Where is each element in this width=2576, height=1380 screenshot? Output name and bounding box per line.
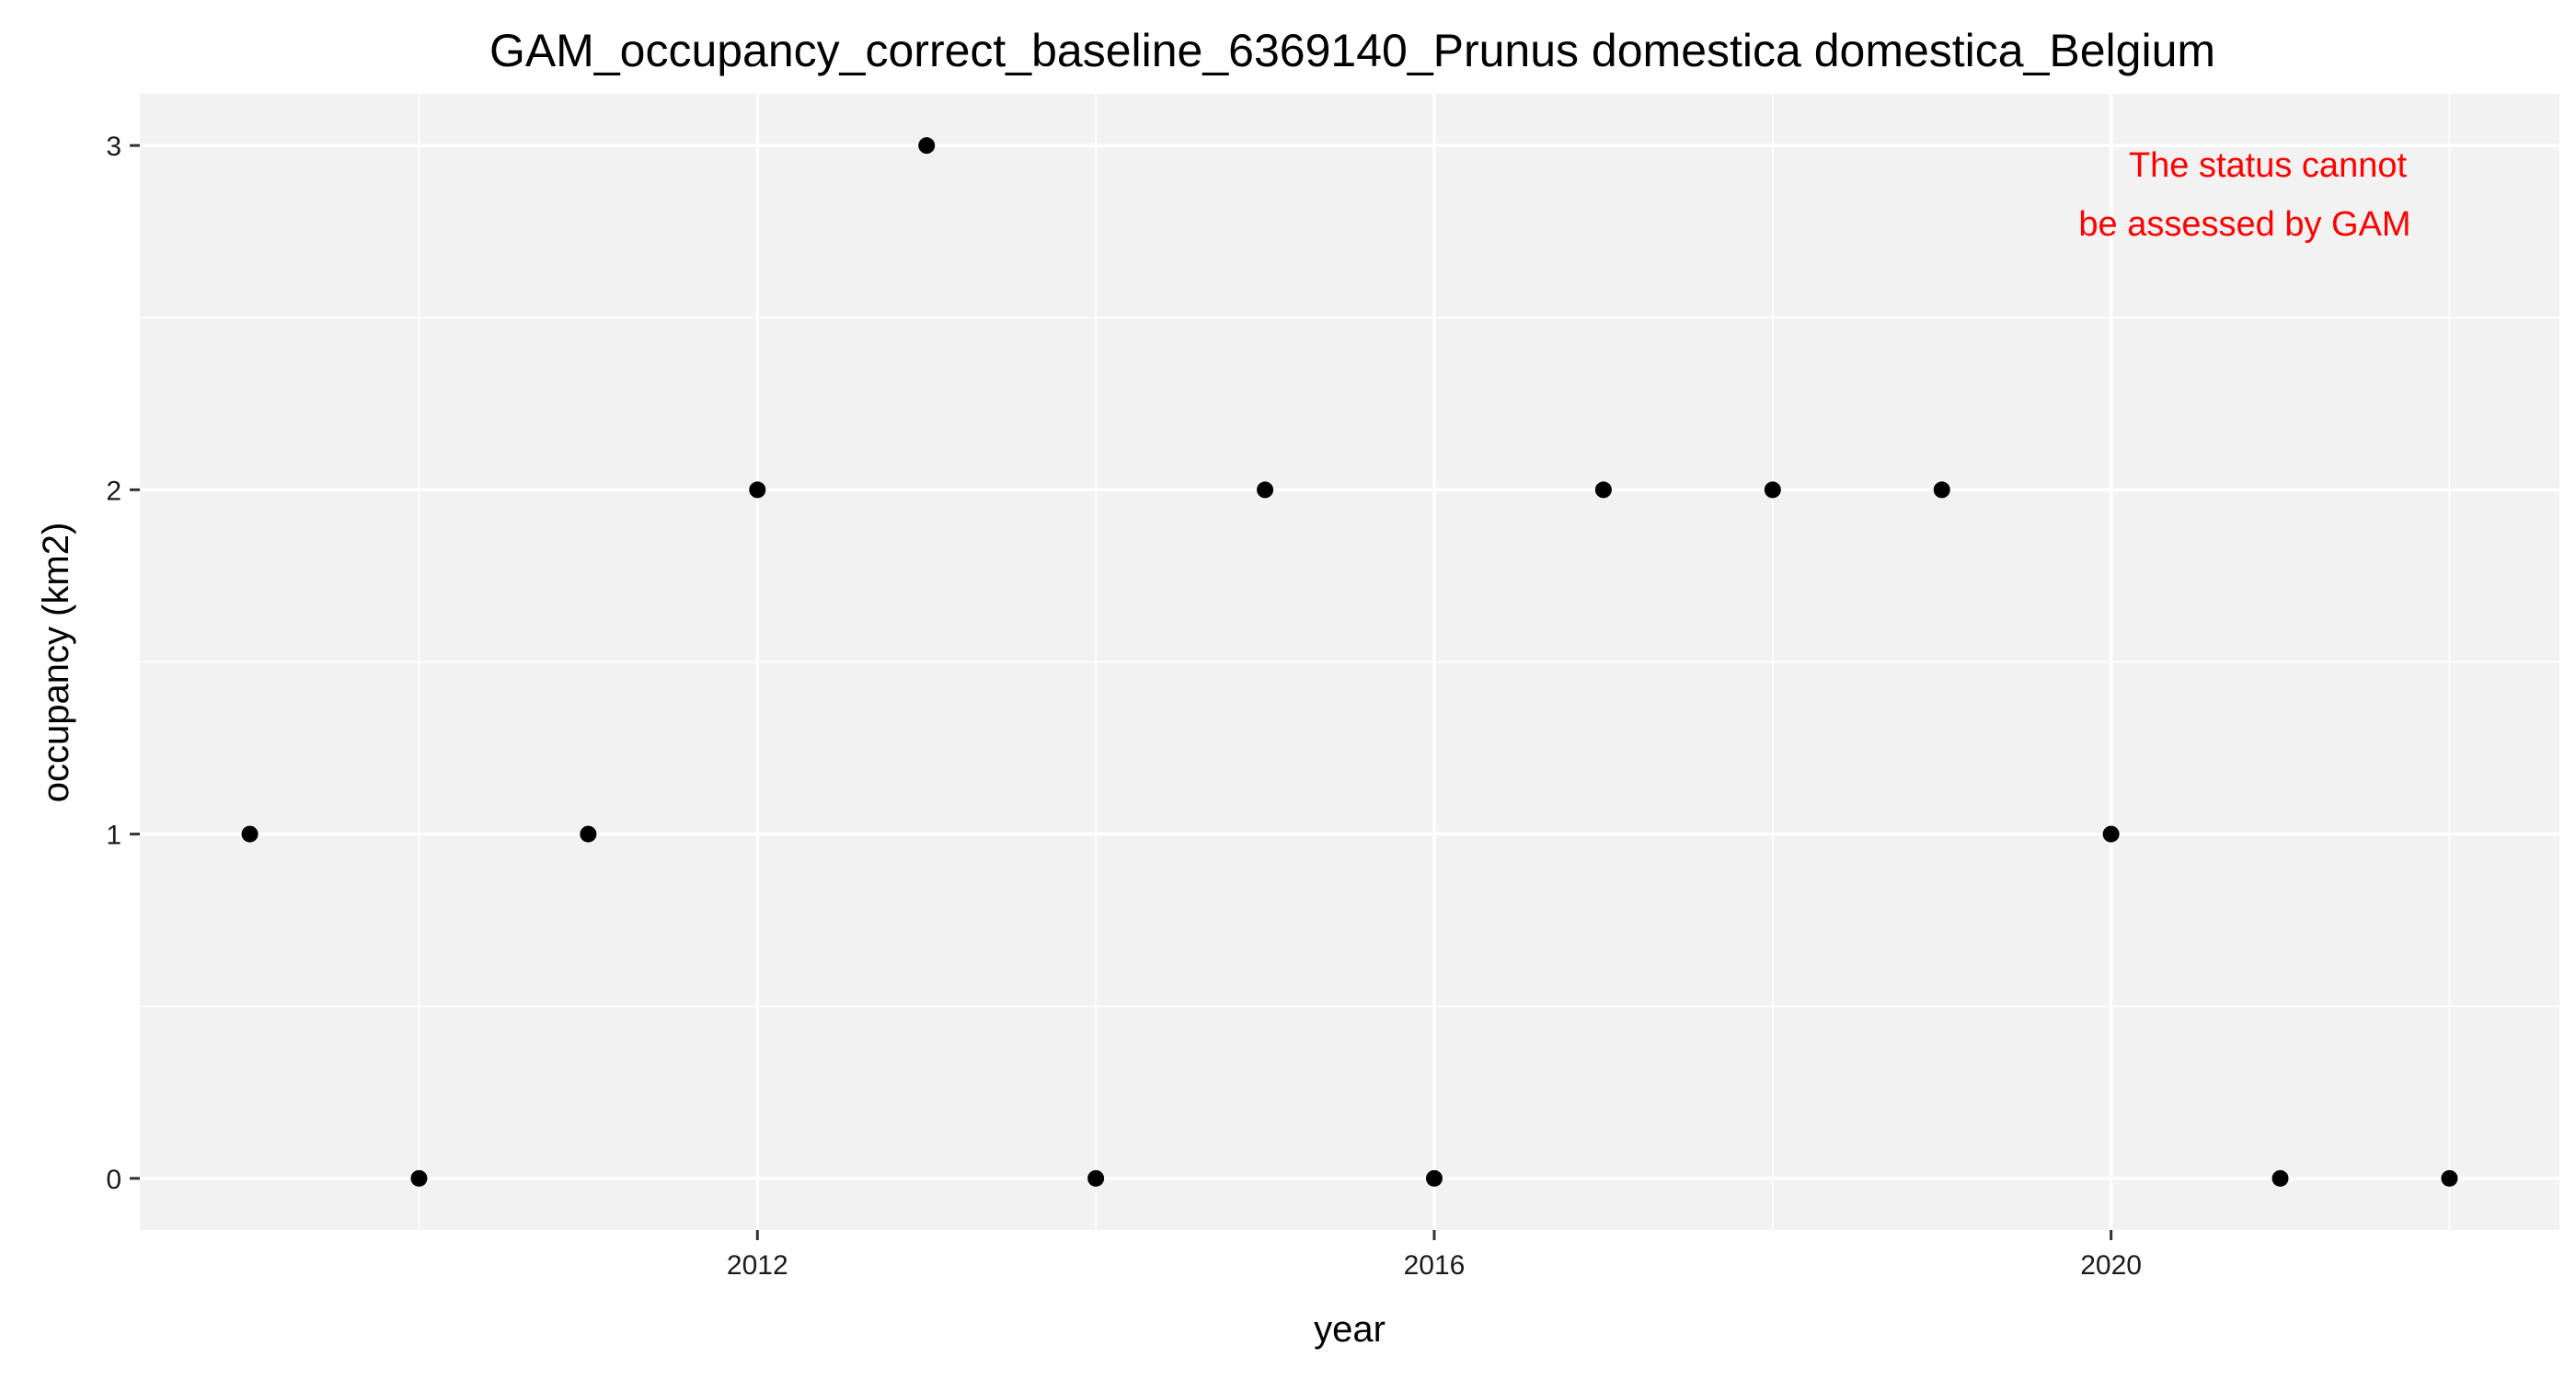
data-point xyxy=(410,1169,428,1187)
data-point xyxy=(918,137,936,155)
data-point xyxy=(749,481,766,499)
chart-title: GAM_occupancy_correct_baseline_6369140_P… xyxy=(489,25,2215,76)
minor-gridlines xyxy=(140,94,2559,1230)
y-tick-label: 0 xyxy=(106,1165,121,1195)
data-point xyxy=(1425,1169,1443,1187)
data-point xyxy=(241,825,259,843)
y-tick-label: 1 xyxy=(106,821,121,851)
y-tick-label: 3 xyxy=(106,132,121,162)
major-gridlines xyxy=(140,94,2559,1230)
axis-ticks xyxy=(130,144,2113,1240)
data-point xyxy=(1594,481,1612,499)
x-tick-label: 2012 xyxy=(727,1250,788,1281)
data-point xyxy=(2441,1169,2458,1187)
x-axis-title: year xyxy=(1314,1309,1386,1350)
data-point xyxy=(2102,825,2120,843)
x-tick-label: 2016 xyxy=(1404,1250,1466,1281)
data-point xyxy=(1257,481,1274,499)
data-point xyxy=(1764,481,1781,499)
axis-tick-labels: 2012 2016 2020 0 1 2 3 xyxy=(106,132,2142,1281)
x-tick-label: 2020 xyxy=(2080,1250,2142,1281)
status-annotation-line-2: be assessed by GAM xyxy=(2078,205,2410,244)
y-axis-title: occupancy (km2) xyxy=(36,523,76,803)
data-point xyxy=(580,825,597,843)
y-tick-label: 2 xyxy=(106,476,121,506)
data-point xyxy=(2271,1169,2289,1187)
data-point xyxy=(1087,1169,1105,1187)
data-point xyxy=(1933,481,1950,499)
data-points xyxy=(241,137,2458,1187)
status-annotation-line-1: The status cannot xyxy=(2129,146,2408,185)
